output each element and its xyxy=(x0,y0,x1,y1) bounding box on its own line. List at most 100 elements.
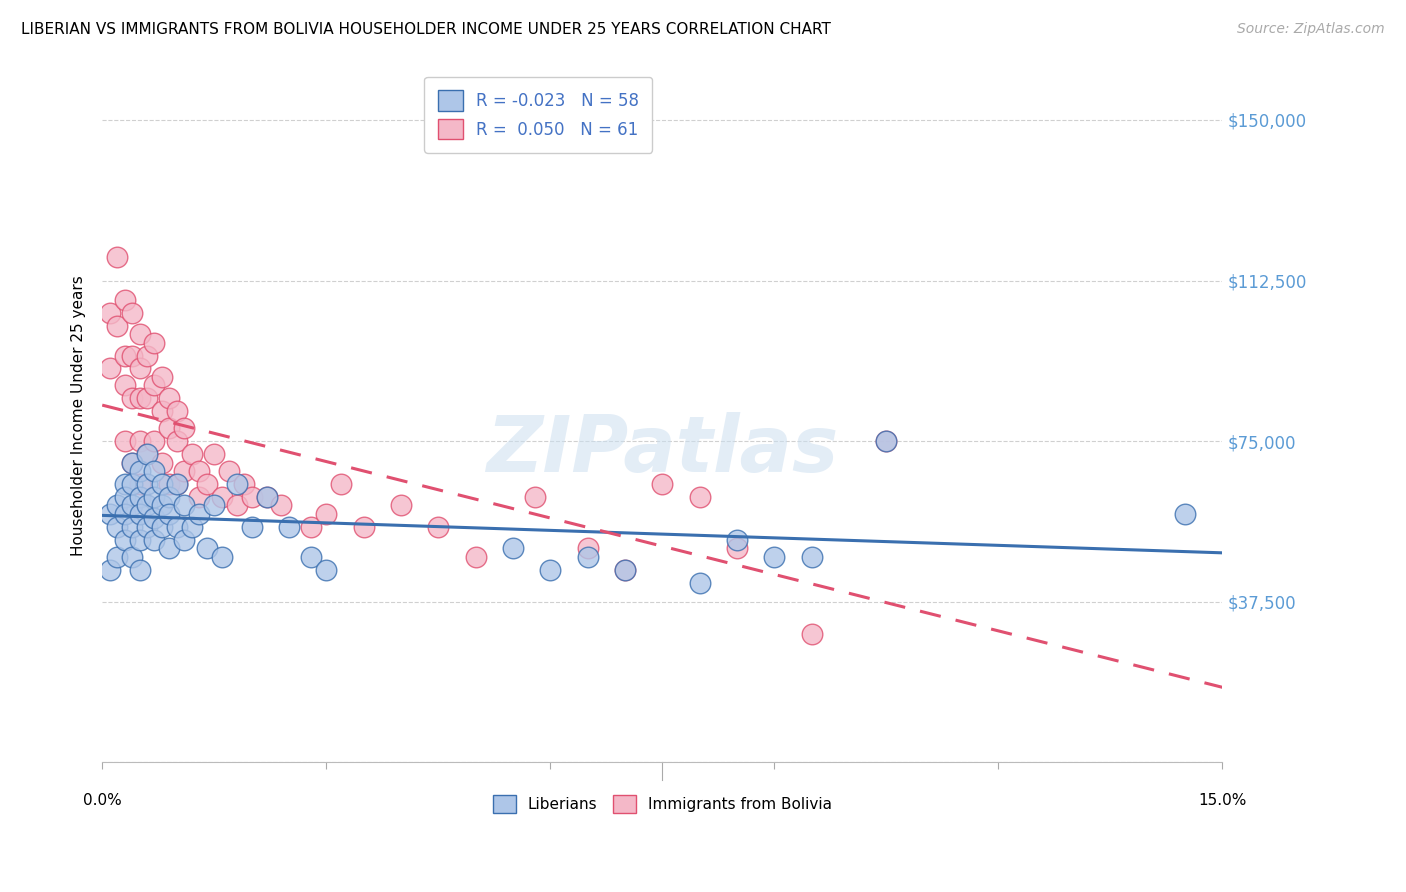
Point xyxy=(128,327,150,342)
Point xyxy=(240,490,263,504)
Point xyxy=(159,507,181,521)
Point xyxy=(725,541,748,556)
Point xyxy=(800,549,823,564)
Point xyxy=(121,456,143,470)
Point xyxy=(143,335,166,350)
Point xyxy=(121,306,143,320)
Text: LIBERIAN VS IMMIGRANTS FROM BOLIVIA HOUSEHOLDER INCOME UNDER 25 YEARS CORRELATIO: LIBERIAN VS IMMIGRANTS FROM BOLIVIA HOUS… xyxy=(21,22,831,37)
Point xyxy=(105,549,128,564)
Point xyxy=(166,404,188,418)
Point xyxy=(195,477,218,491)
Point xyxy=(98,361,121,376)
Point xyxy=(464,549,486,564)
Point xyxy=(173,499,195,513)
Text: 0.0%: 0.0% xyxy=(83,793,121,808)
Point xyxy=(277,520,299,534)
Point xyxy=(128,490,150,504)
Point xyxy=(121,477,143,491)
Point xyxy=(576,549,599,564)
Point xyxy=(614,563,637,577)
Point xyxy=(202,499,225,513)
Point xyxy=(299,520,322,534)
Y-axis label: Householder Income Under 25 years: Householder Income Under 25 years xyxy=(72,275,86,556)
Point xyxy=(150,404,173,418)
Point xyxy=(128,563,150,577)
Point xyxy=(121,499,143,513)
Point xyxy=(689,575,711,590)
Point xyxy=(195,541,218,556)
Point xyxy=(114,533,136,547)
Point xyxy=(299,549,322,564)
Point xyxy=(143,511,166,525)
Point xyxy=(173,421,195,435)
Point xyxy=(114,490,136,504)
Legend: Liberians, Immigrants from Bolivia: Liberians, Immigrants from Bolivia xyxy=(482,784,842,824)
Point xyxy=(121,392,143,406)
Point xyxy=(143,533,166,547)
Point xyxy=(240,520,263,534)
Point xyxy=(233,477,256,491)
Point xyxy=(159,392,181,406)
Point xyxy=(614,563,637,577)
Point xyxy=(128,507,150,521)
Point xyxy=(114,349,136,363)
Point xyxy=(128,533,150,547)
Point xyxy=(315,507,337,521)
Point xyxy=(136,349,159,363)
Point xyxy=(651,477,673,491)
Point xyxy=(173,533,195,547)
Point xyxy=(143,378,166,392)
Text: ZIPatlas: ZIPatlas xyxy=(486,412,838,488)
Point xyxy=(218,464,240,478)
Point xyxy=(136,392,159,406)
Point xyxy=(173,464,195,478)
Point xyxy=(689,490,711,504)
Point xyxy=(136,447,159,461)
Point xyxy=(136,447,159,461)
Point xyxy=(800,627,823,641)
Point xyxy=(389,499,412,513)
Point xyxy=(538,563,561,577)
Point xyxy=(121,520,143,534)
Point xyxy=(875,434,897,449)
Point xyxy=(143,490,166,504)
Point xyxy=(202,447,225,461)
Text: 15.0%: 15.0% xyxy=(1198,793,1247,808)
Point xyxy=(136,520,159,534)
Point xyxy=(121,456,143,470)
Point xyxy=(188,464,211,478)
Point xyxy=(105,250,128,264)
Point xyxy=(121,349,143,363)
Point xyxy=(128,361,150,376)
Point xyxy=(330,477,353,491)
Point xyxy=(114,378,136,392)
Point xyxy=(353,520,375,534)
Point xyxy=(576,541,599,556)
Point xyxy=(256,490,278,504)
Point xyxy=(763,549,786,564)
Point xyxy=(114,507,136,521)
Point xyxy=(136,499,159,513)
Point xyxy=(211,549,233,564)
Point xyxy=(188,507,211,521)
Point xyxy=(98,306,121,320)
Point xyxy=(105,318,128,333)
Point xyxy=(159,421,181,435)
Point xyxy=(143,464,166,478)
Point xyxy=(98,507,121,521)
Point xyxy=(502,541,524,556)
Point xyxy=(256,490,278,504)
Point xyxy=(1174,507,1197,521)
Point xyxy=(128,464,150,478)
Point xyxy=(225,499,247,513)
Point xyxy=(105,499,128,513)
Point xyxy=(121,549,143,564)
Point xyxy=(159,490,181,504)
Point xyxy=(105,520,128,534)
Point xyxy=(114,434,136,449)
Point xyxy=(128,392,150,406)
Point xyxy=(725,533,748,547)
Point xyxy=(114,293,136,307)
Point xyxy=(150,370,173,384)
Point xyxy=(270,499,292,513)
